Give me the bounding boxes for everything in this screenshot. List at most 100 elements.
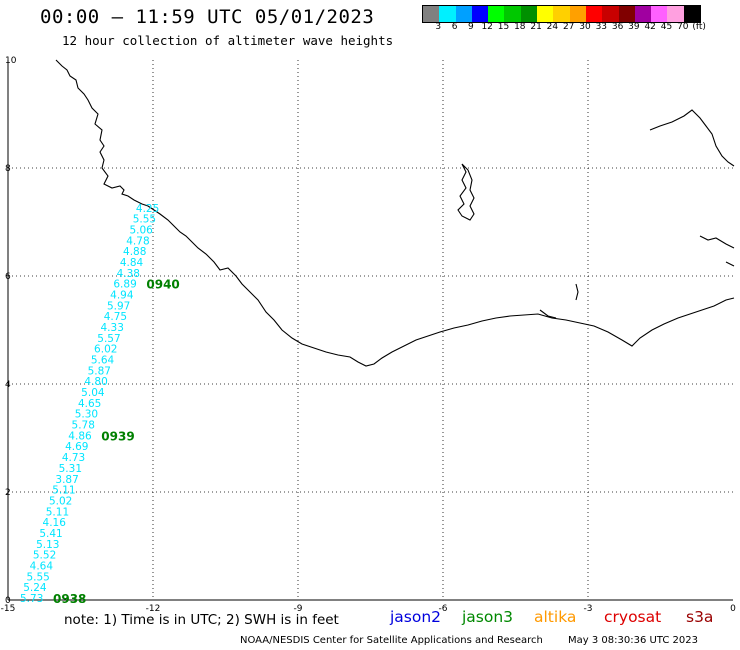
legend-swatch bbox=[553, 6, 570, 22]
legend-swatch bbox=[488, 6, 505, 22]
wave-height-value: 5.04 bbox=[81, 387, 105, 399]
y-tick-label: 8 bbox=[5, 164, 11, 174]
wave-height-value: 5.13 bbox=[36, 539, 59, 551]
legend-tick-label: 33 bbox=[595, 22, 608, 32]
wave-height-value: 5.06 bbox=[129, 224, 153, 236]
wave-height-value: 4.16 bbox=[43, 517, 67, 529]
legend-swatch bbox=[634, 6, 652, 22]
wave-height-value: 4.64 bbox=[30, 560, 54, 572]
legend-swatch bbox=[423, 6, 440, 22]
satellite-altika: altika bbox=[534, 608, 577, 626]
coastline-small-inlet bbox=[539, 283, 579, 319]
wave-height-value: 4.73 bbox=[62, 452, 85, 464]
legend-tick-label: 9 bbox=[468, 22, 474, 32]
legend-swatch bbox=[683, 6, 701, 22]
legend-swatch bbox=[585, 6, 603, 22]
wave-height-value: 5.78 bbox=[72, 420, 95, 432]
wave-height-value: 4.69 bbox=[65, 441, 88, 453]
legend-tick-label: 24 bbox=[546, 22, 559, 32]
legend-tick-label: 45 bbox=[660, 22, 673, 32]
legend-tick-label: 36 bbox=[611, 22, 624, 32]
wave-height-value: 6.02 bbox=[94, 344, 117, 356]
legend-swatch bbox=[618, 6, 635, 22]
legend-swatch bbox=[504, 6, 521, 22]
wave-height-value: 5.97 bbox=[107, 300, 130, 312]
legend-swatch bbox=[439, 6, 456, 22]
wave-height-value: 5.02 bbox=[49, 495, 72, 507]
satellite-s3a: s3a bbox=[686, 608, 714, 626]
wave-height-value: 4.33 bbox=[101, 322, 124, 334]
x-tick-label: -12 bbox=[146, 604, 161, 614]
wave-height-value: 4.86 bbox=[68, 430, 92, 442]
legend-swatch bbox=[537, 6, 554, 22]
coastline-island-east bbox=[457, 163, 475, 221]
coastline-main bbox=[55, 59, 735, 367]
coastline-northeast-land bbox=[649, 109, 735, 267]
wave-height-value: 5.11 bbox=[46, 506, 69, 518]
legend-tick-labels: 3 6 9 12 15 18 21 24 27 30 33 36 39 42 45 70 (ft) bbox=[422, 22, 740, 36]
units-note: note: 1) Time is in UTC; 2) SWH is in fe… bbox=[64, 612, 339, 628]
altimeter-track: 5.735.245.554.645.525.135.414.165.115.02… bbox=[20, 203, 159, 605]
wave-height-value: 5.31 bbox=[59, 463, 82, 475]
wave-height-value: 4.88 bbox=[123, 246, 146, 258]
wave-height-value: 5.55 bbox=[133, 214, 156, 226]
x-tick-label: -6 bbox=[439, 604, 448, 614]
legend-tick-label: 18 bbox=[514, 22, 526, 32]
legend-tick-label: 39 bbox=[628, 22, 640, 32]
wave-height-value: 4.65 bbox=[78, 398, 101, 410]
track-time-labels: 0938 0939 0940 bbox=[53, 278, 180, 606]
wave-height-value: 5.55 bbox=[26, 571, 49, 583]
wave-height-value: 5.64 bbox=[91, 355, 115, 367]
x-tick-label: 0 bbox=[730, 604, 736, 614]
coastline bbox=[55, 59, 735, 367]
chart-subtitle: 12 hour collection of altimeter wave hei… bbox=[62, 33, 394, 48]
legend-tick-label: 12 bbox=[481, 22, 493, 32]
wave-height-value: 4.38 bbox=[117, 268, 140, 280]
wave-height-value: 4.75 bbox=[104, 311, 127, 323]
legend-tick-label: 6 bbox=[451, 22, 458, 32]
wave-height-value: 4.84 bbox=[120, 257, 144, 269]
legend-tick-label: 15 bbox=[497, 22, 510, 32]
y-tick-label: 4 bbox=[5, 380, 11, 390]
legend-tick-label: 21 bbox=[530, 22, 542, 32]
legend-swatch bbox=[471, 6, 489, 22]
track-time-label: 0939 bbox=[101, 429, 134, 443]
wave-height-value: 5.73 bbox=[20, 593, 43, 605]
satellite-cryosat: cryosat bbox=[604, 608, 662, 626]
x-tick-label: -15 bbox=[1, 604, 16, 614]
chart-title: 00:00 – 11:59 UTC 05/01/2023 bbox=[40, 6, 375, 28]
wave-height-value: 6.89 bbox=[113, 279, 136, 291]
y-tick-label: 0 bbox=[5, 596, 11, 606]
wave-height-value: 5.52 bbox=[33, 550, 56, 562]
wave-height-value: 4.78 bbox=[126, 235, 149, 247]
legend-tick-label: 3 bbox=[435, 22, 442, 32]
wave-height-value: 5.41 bbox=[39, 528, 62, 540]
wave-height-value: 5.24 bbox=[23, 582, 47, 594]
satellite-jason2: jason2 bbox=[390, 608, 442, 626]
wave-height-value: 5.57 bbox=[97, 333, 120, 345]
wave-height-value: 4.25 bbox=[136, 203, 159, 215]
y-tick-label: 10 bbox=[5, 56, 17, 66]
wave-height-value: 3.87 bbox=[55, 474, 78, 486]
track-time-label: 0940 bbox=[146, 278, 179, 292]
legend-swatch bbox=[651, 6, 668, 22]
legend-swatch bbox=[569, 6, 586, 22]
legend-tick-label: (ft) bbox=[692, 22, 706, 32]
wave-height-value: 5.87 bbox=[88, 365, 111, 377]
wave-height-color-legend bbox=[422, 5, 702, 23]
track-time-label: 0938 bbox=[53, 592, 86, 606]
wave-height-value: 4.94 bbox=[110, 289, 134, 301]
legend-swatch bbox=[520, 6, 538, 22]
y-tick-label: 2 bbox=[5, 488, 11, 498]
legend-tick-label: 30 bbox=[579, 22, 591, 32]
map-frame bbox=[7, 60, 733, 601]
wave-height-value: 5.11 bbox=[52, 485, 75, 497]
footer-credit: NOAA/NESDIS Center for Satellite Applica… bbox=[240, 635, 543, 646]
axis-tick-labels: -15 -12 -9 -6 -3 0 0 2 4 6 8 10 bbox=[1, 56, 736, 614]
legend-swatch bbox=[667, 6, 684, 22]
legend-swatch bbox=[455, 6, 472, 22]
wave-height-value: 5.30 bbox=[75, 409, 98, 421]
satellite-jason3: jason3 bbox=[462, 608, 514, 626]
legend-swatch bbox=[602, 6, 619, 22]
